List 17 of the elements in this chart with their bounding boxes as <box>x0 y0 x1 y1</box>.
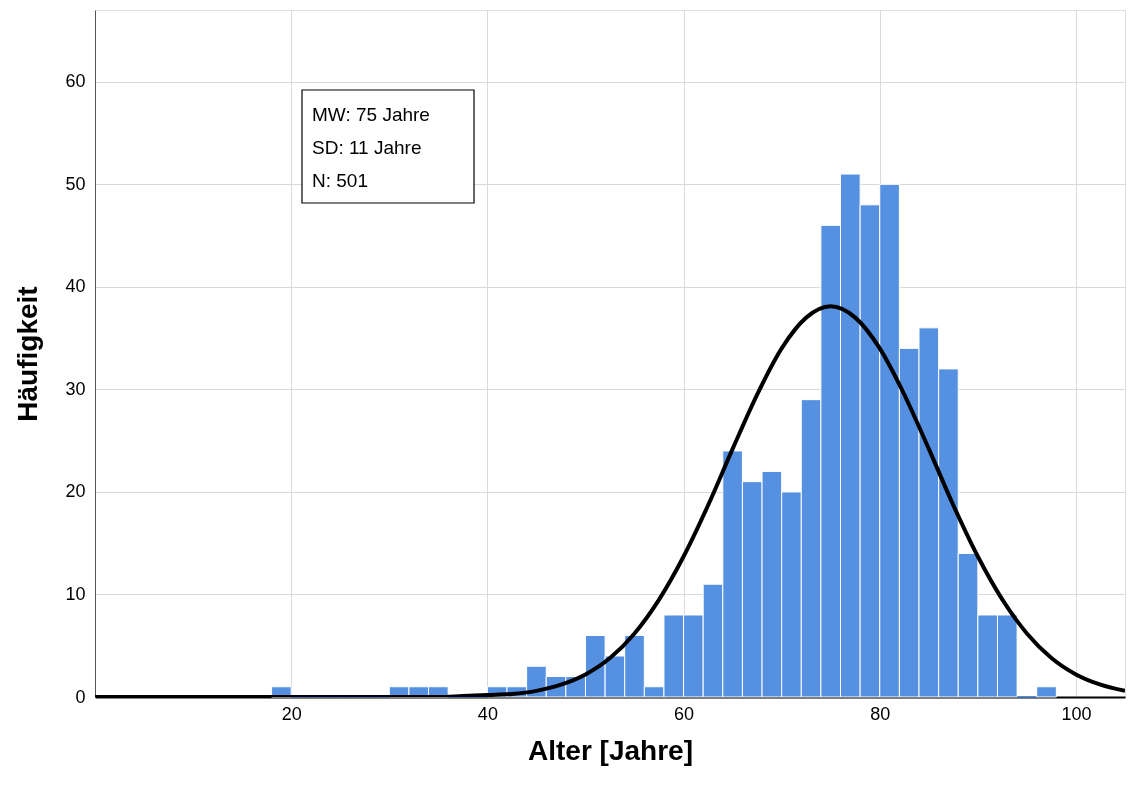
x-tick-label: 80 <box>870 703 891 724</box>
y-axis-title: Häufigkeit <box>12 286 44 422</box>
y-tick-label: 50 <box>65 173 86 194</box>
annotation: MW: 75 Jahre <box>312 104 430 125</box>
y-tick-label: 30 <box>65 378 86 399</box>
x-tick-label: 40 <box>477 703 498 724</box>
y-tick-label: 0 <box>75 686 86 707</box>
x-tick-label: 20 <box>281 703 302 724</box>
y-tick-label: 10 <box>65 583 86 604</box>
x-axis-title: Alter [Jahre] <box>528 734 693 766</box>
y-tick-label: 40 <box>65 276 86 297</box>
y-tick-label: 60 <box>65 71 86 92</box>
x-tick-label: 100 <box>1061 703 1092 724</box>
annotation: SD: 11 Jahre <box>312 137 422 158</box>
y-tick-label: 20 <box>65 481 86 502</box>
annotation: N: 501 <box>312 170 368 191</box>
x-tick-label: 60 <box>674 703 695 724</box>
